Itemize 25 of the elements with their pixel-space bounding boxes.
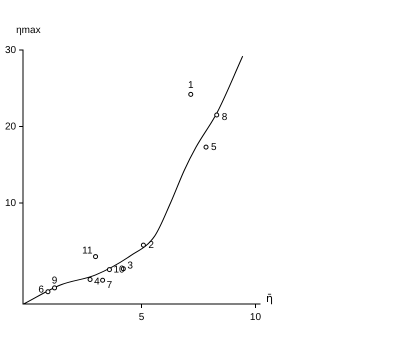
annotation: 4 <box>94 276 100 288</box>
x-axis-title: η̄ <box>266 292 273 305</box>
y-axis-title: ηmax <box>16 25 41 36</box>
point <box>88 277 93 282</box>
annotation: 6 <box>38 284 44 296</box>
point <box>93 254 98 260</box>
point <box>204 144 209 150</box>
point <box>188 92 194 97</box>
annotation: 8 <box>222 112 228 123</box>
point <box>214 112 220 118</box>
y-tick-label: 30 <box>5 44 17 56</box>
annotation: 9 <box>52 276 58 287</box>
annotation: 10 <box>113 264 126 276</box>
annotation: 1 <box>188 80 194 92</box>
point <box>100 278 106 283</box>
annotation: 11 <box>82 245 93 256</box>
point <box>45 289 50 294</box>
point <box>140 242 146 248</box>
point <box>52 285 58 290</box>
y-tick-label: 20 <box>5 121 17 132</box>
point <box>106 267 112 272</box>
annotation: 7 <box>106 280 113 292</box>
annotation: 3 <box>127 260 134 272</box>
y-tick-label: 10 <box>5 198 17 209</box>
annotation: 5 <box>211 142 218 153</box>
